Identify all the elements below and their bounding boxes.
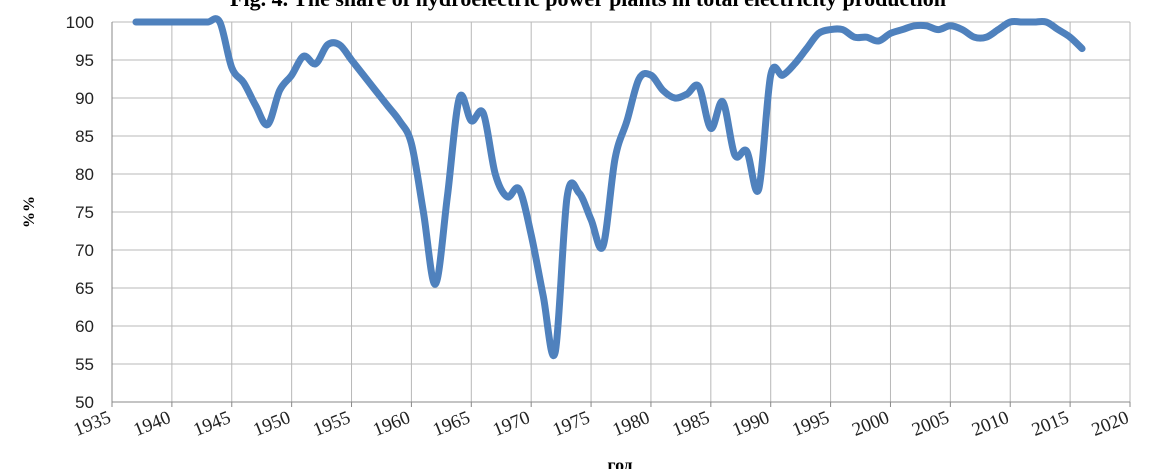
x-tick-label: 1950 [250, 407, 293, 441]
y-tick-label: 55 [75, 355, 94, 374]
x-tick-label: 1995 [789, 407, 832, 441]
x-tick-label: 1965 [430, 407, 473, 441]
y-tick-label: 70 [75, 241, 94, 260]
x-tick-label: 1990 [729, 407, 772, 441]
y-tick-label: 80 [75, 165, 94, 184]
x-tick-label: 1960 [370, 407, 413, 441]
y-tick-label: 100 [66, 13, 94, 32]
x-tick-label: 1945 [191, 407, 234, 441]
series-line [132, 15, 1086, 360]
x-tick-label: 2015 [1029, 407, 1072, 441]
y-tick-label: 50 [75, 393, 94, 412]
y-tick-label: 85 [75, 127, 94, 146]
y-axis-ticks: 50 55 60 65 70 75 80 85 90 95 100 [66, 13, 94, 412]
y-tick-label: 90 [75, 89, 94, 108]
x-tick-label: 2010 [969, 407, 1012, 441]
y-axis-label: %% [21, 196, 38, 228]
chart-title: Fig. 4. The share of hydroelectric power… [230, 0, 946, 11]
x-tick-label: 1940 [131, 407, 174, 441]
y-tick-label: 95 [75, 51, 94, 70]
x-tick-label: 1955 [310, 407, 353, 441]
y-tick-label: 65 [75, 279, 94, 298]
x-tick-label: 1980 [610, 407, 653, 441]
x-tick-label: 1985 [670, 407, 713, 441]
x-tick-label: 2000 [849, 407, 892, 441]
x-tick-label: 2020 [1089, 407, 1132, 441]
x-axis-ticks: 1935 1940 1945 1950 1955 1960 1965 1970 1975 1980… [71, 407, 1132, 441]
x-tick-label: 1970 [490, 407, 533, 441]
y-tick-label: 75 [75, 203, 94, 222]
grid [111, 21, 1131, 407]
y-tick-label: 60 [75, 317, 94, 336]
x-tick-label: 2005 [909, 407, 952, 441]
x-tick-label: 1975 [550, 407, 593, 441]
x-tick-label: 1935 [71, 407, 114, 441]
x-axis-label: год [607, 455, 632, 469]
